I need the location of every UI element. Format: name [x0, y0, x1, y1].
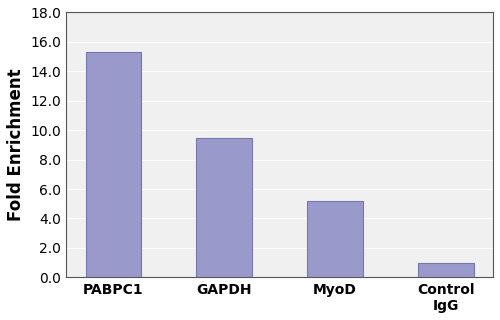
Y-axis label: Fold Enrichment: Fold Enrichment — [7, 68, 25, 221]
Bar — [308, 201, 363, 277]
Bar — [418, 263, 474, 277]
Bar — [86, 52, 141, 277]
Bar — [196, 138, 252, 277]
